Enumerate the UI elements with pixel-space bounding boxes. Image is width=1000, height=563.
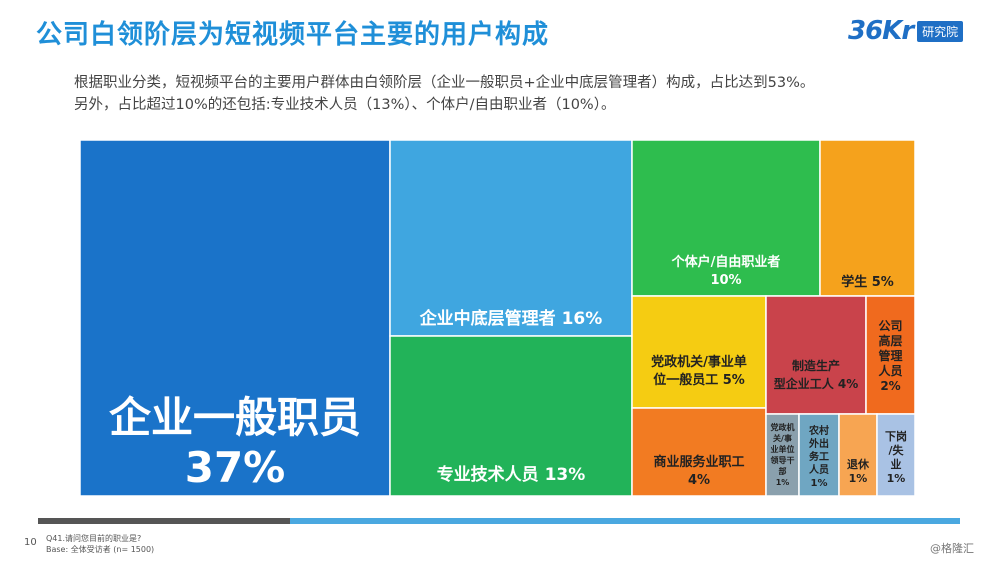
- treemap-cell-label: 部: [779, 466, 787, 476]
- treemap-cell-label: 务工: [809, 450, 829, 463]
- treemap-cell-value: 4%: [688, 473, 710, 488]
- treemap-cell-label: 关/事: [773, 433, 792, 443]
- treemap-cell-label: 领导干: [771, 455, 795, 465]
- treemap-cell-label: 人员: [809, 463, 829, 476]
- treemap-cell: 商业服务业职工 4%: [631, 407, 767, 496]
- treemap-cell-label: 型企业工人 4%: [774, 376, 859, 391]
- treemap-cell-value: 1%: [811, 478, 828, 489]
- treemap-cell-rect: [798, 413, 840, 496]
- bottom-bar: [38, 518, 960, 524]
- treemap-cell-label: 农村: [808, 424, 829, 437]
- treemap-cell-value: 1%: [776, 478, 790, 487]
- description-line-2: 另外，占比超过10%的还包括:专业技术人员（13%）、个体户/自由职业者（10%…: [74, 97, 616, 113]
- treemap-cell-label: 高层: [878, 333, 902, 348]
- treemap-cell-rect: [80, 140, 391, 496]
- treemap-cell-value: 1%: [849, 472, 868, 485]
- treemap-cell-label: 人员: [878, 363, 902, 378]
- treemap-cell-label: 业: [891, 457, 902, 471]
- treemap-cell-label: 退休: [847, 457, 870, 471]
- treemap-cell-rect: [389, 335, 633, 496]
- treemap-cell: 个体户/自由职业者 10%: [631, 140, 821, 297]
- logo-text: 研究院: [917, 20, 964, 42]
- treemap-cell: 专业技术人员 13%: [389, 335, 633, 496]
- footnote-question: Q41.请问您目前的职业是?: [46, 534, 142, 543]
- treemap-cell-value: 37%: [185, 443, 286, 492]
- treemap-cell-rect: [838, 413, 878, 496]
- treemap-cell-label: 外出: [808, 437, 829, 450]
- footnote: Q41.请问您目前的职业是? Base: 全体受访者 (n= 1500): [46, 533, 154, 555]
- treemap-cell-label: 企业中底层管理者 16%: [419, 308, 603, 329]
- treemap-cell-label: 商业服务业职工: [653, 454, 744, 470]
- treemap-cell-rect: [865, 295, 916, 415]
- logo-mark: 36Kr: [848, 16, 914, 46]
- treemap-cell-label: 下岗: [885, 429, 907, 443]
- logo: 36Kr 研究院: [848, 14, 964, 48]
- treemap-cell-label: 学生 5%: [841, 274, 894, 290]
- treemap-cell-rect: [631, 295, 767, 409]
- treemap-cell: 退休1%: [838, 413, 878, 496]
- treemap-cell-label: 专业技术人员 13%: [437, 464, 586, 485]
- treemap-cell: 学生 5%: [819, 140, 916, 297]
- treemap-cell-value: 10%: [710, 273, 741, 288]
- treemap-cell: 下岗/失业1%: [876, 413, 916, 496]
- treemap-cell-rect: [631, 407, 767, 496]
- treemap-cell-value: 1%: [887, 472, 906, 485]
- treemap-cell-label: 个体户/自由职业者: [671, 254, 781, 270]
- treemap-cell-label: /失: [888, 443, 904, 457]
- treemap-cell-label: 管理: [878, 348, 902, 363]
- description: 根据职业分类，短视频平台的主要用户群体由白领阶层（企业一般职员+企业中底层管理者…: [74, 72, 954, 116]
- treemap-cell-label: 位一般员工 5%: [653, 372, 745, 388]
- treemap-cell-rect: [765, 295, 867, 415]
- page-number: 10: [24, 537, 37, 548]
- treemap-cell-rect: [389, 140, 633, 337]
- treemap-cell-value: 2%: [880, 379, 900, 393]
- bottom-bar-progress: [38, 518, 290, 524]
- footnote-base: Base: 全体受访者 (n= 1500): [46, 545, 155, 554]
- page-title: 公司白领阶层为短视频平台主要的用户构成: [36, 20, 550, 50]
- treemap-cell-label: 党政机关/事业单: [651, 354, 747, 370]
- treemap-cell-label: 业单位: [771, 444, 795, 454]
- treemap-cell-label: 公司: [878, 319, 902, 333]
- treemap-cell-label: 制造生产: [792, 358, 840, 373]
- treemap-cell-label: 党政机: [771, 422, 795, 432]
- treemap-cell-rect: [876, 413, 916, 496]
- description-line-1: 根据职业分类，短视频平台的主要用户群体由白领阶层（企业一般职员+企业中底层管理者…: [74, 75, 815, 91]
- treemap-cell-rect: [819, 140, 916, 297]
- treemap-cell: 企业中底层管理者 16%: [389, 140, 633, 337]
- treemap-cell-label: 企业一般职员: [109, 393, 361, 442]
- watermark: @格隆汇: [930, 542, 974, 555]
